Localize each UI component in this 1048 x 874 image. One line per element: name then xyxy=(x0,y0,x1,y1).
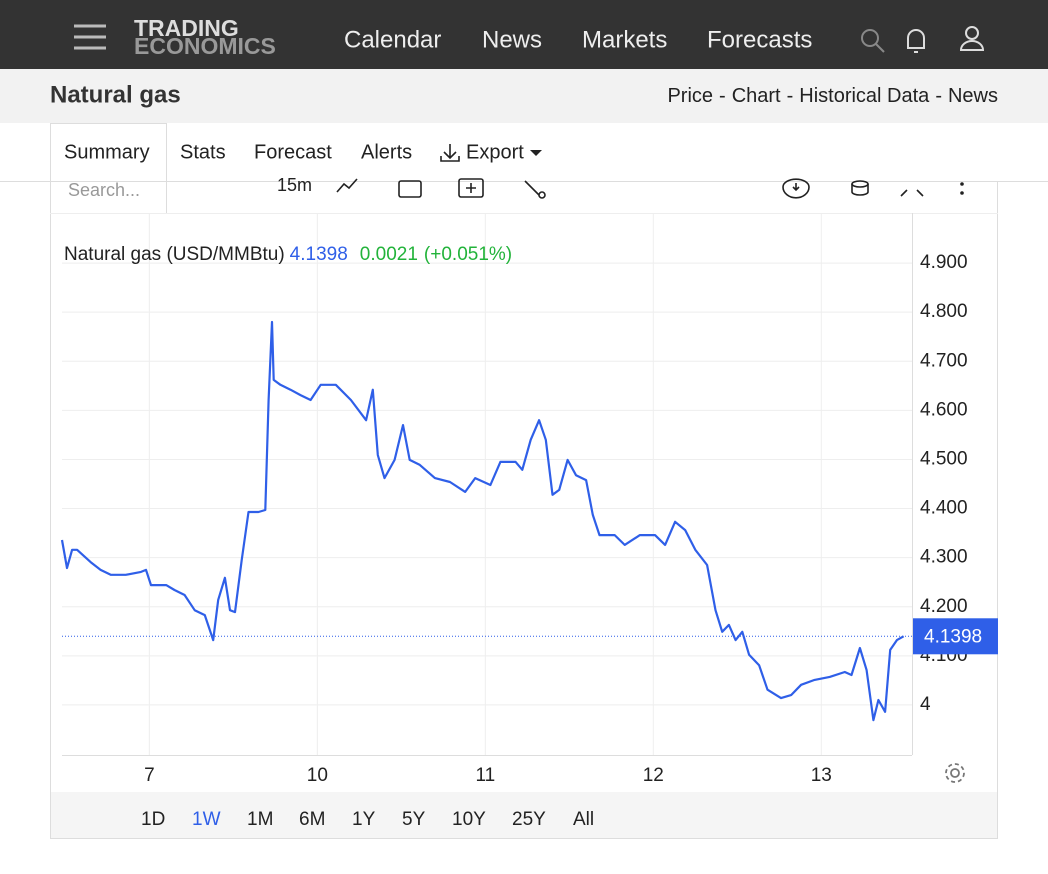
range-button[interactable]: 5Y xyxy=(402,809,426,830)
header-link[interactable]: News xyxy=(948,85,998,107)
nav-bar xyxy=(0,0,1048,69)
y-tick-label: 4.300 xyxy=(920,547,968,568)
x-tick-label: 7 xyxy=(144,765,155,786)
range-button[interactable]: All xyxy=(573,809,594,830)
nav-link[interactable]: Calendar xyxy=(344,26,441,53)
range-bar xyxy=(51,792,997,838)
last-price-box xyxy=(913,618,998,655)
range-button[interactable]: 6M xyxy=(299,809,325,830)
x-tick-label: 11 xyxy=(475,765,495,786)
active-tab-border xyxy=(50,123,167,213)
header-link[interactable]: Chart xyxy=(732,85,781,107)
tab[interactable]: Summary xyxy=(64,141,150,163)
menu-icon[interactable] xyxy=(74,24,106,50)
last-price-label: 4.1398 xyxy=(924,626,982,647)
y-tick-label: 4.400 xyxy=(920,498,968,519)
y-tick-label: 4.500 xyxy=(920,448,968,469)
legend-name: Natural gas (USD/MMBtu) xyxy=(64,244,285,265)
chart-frame xyxy=(50,181,998,839)
user-icon[interactable] xyxy=(959,26,985,51)
tab[interactable]: Forecast xyxy=(254,141,332,163)
export-caret[interactable] xyxy=(530,150,542,156)
header-link[interactable]: Historical Data xyxy=(799,85,930,107)
page-title: Natural gas xyxy=(50,81,181,108)
toolbar-icons[interactable] xyxy=(336,178,924,199)
brand-top[interactable]: TRADING xyxy=(134,15,239,41)
price-line xyxy=(60,320,905,722)
y-tick-label: 4.900 xyxy=(920,252,968,273)
bell-icon[interactable] xyxy=(907,29,925,53)
x-tick-label: 10 xyxy=(307,765,328,786)
header-link[interactable]: Price xyxy=(667,85,713,107)
legend: Natural gas (USD/MMBtu) 4.1398 0.0021 (+0.0… xyxy=(64,244,512,265)
nav-link[interactable]: News xyxy=(482,26,542,53)
x-tick-label: 13 xyxy=(811,765,832,786)
more-icon[interactable] xyxy=(960,182,964,195)
y-tick-label: 4.600 xyxy=(920,399,968,420)
separator: - xyxy=(935,85,942,107)
range-button[interactable]: 1M xyxy=(247,809,273,830)
separator: - xyxy=(787,85,794,107)
interval[interactable]: 15m xyxy=(277,175,312,195)
y-tick-label: 4.200 xyxy=(920,596,968,617)
brand-bottom[interactable]: ECONOMICS xyxy=(134,33,276,59)
nav-link[interactable]: Markets xyxy=(582,26,667,53)
search-input[interactable]: Search... xyxy=(68,180,140,200)
export-icon[interactable] xyxy=(440,144,460,162)
search-icon[interactable] xyxy=(861,29,885,53)
x-tick-label: 12 xyxy=(643,765,664,786)
header-links: Price - Chart - Historical Data - News xyxy=(667,85,998,107)
y-tick-label: 4 xyxy=(920,694,931,715)
settings-icon[interactable] xyxy=(945,763,965,783)
tab[interactable]: Stats xyxy=(180,141,226,163)
tab[interactable]: Export xyxy=(466,141,524,163)
legend-change-pct: (+0.051%) xyxy=(424,244,512,265)
y-tick-label: 4.800 xyxy=(920,301,968,322)
range-button[interactable]: 10Y xyxy=(452,809,486,830)
nav-link[interactable]: Forecasts xyxy=(707,26,812,53)
y-tick-label: 4.700 xyxy=(920,350,968,371)
legend-last: 4.1398 xyxy=(290,244,348,265)
separator: - xyxy=(719,85,726,107)
range-button[interactable]: 1W xyxy=(192,809,221,830)
tab[interactable]: Alerts xyxy=(361,141,412,163)
legend-change: 0.0021 xyxy=(360,244,418,265)
header-band xyxy=(0,69,1048,123)
range-button[interactable]: 25Y xyxy=(512,809,546,830)
range-button[interactable]: 1Y xyxy=(352,809,376,830)
range-button[interactable]: 1D xyxy=(141,809,165,830)
